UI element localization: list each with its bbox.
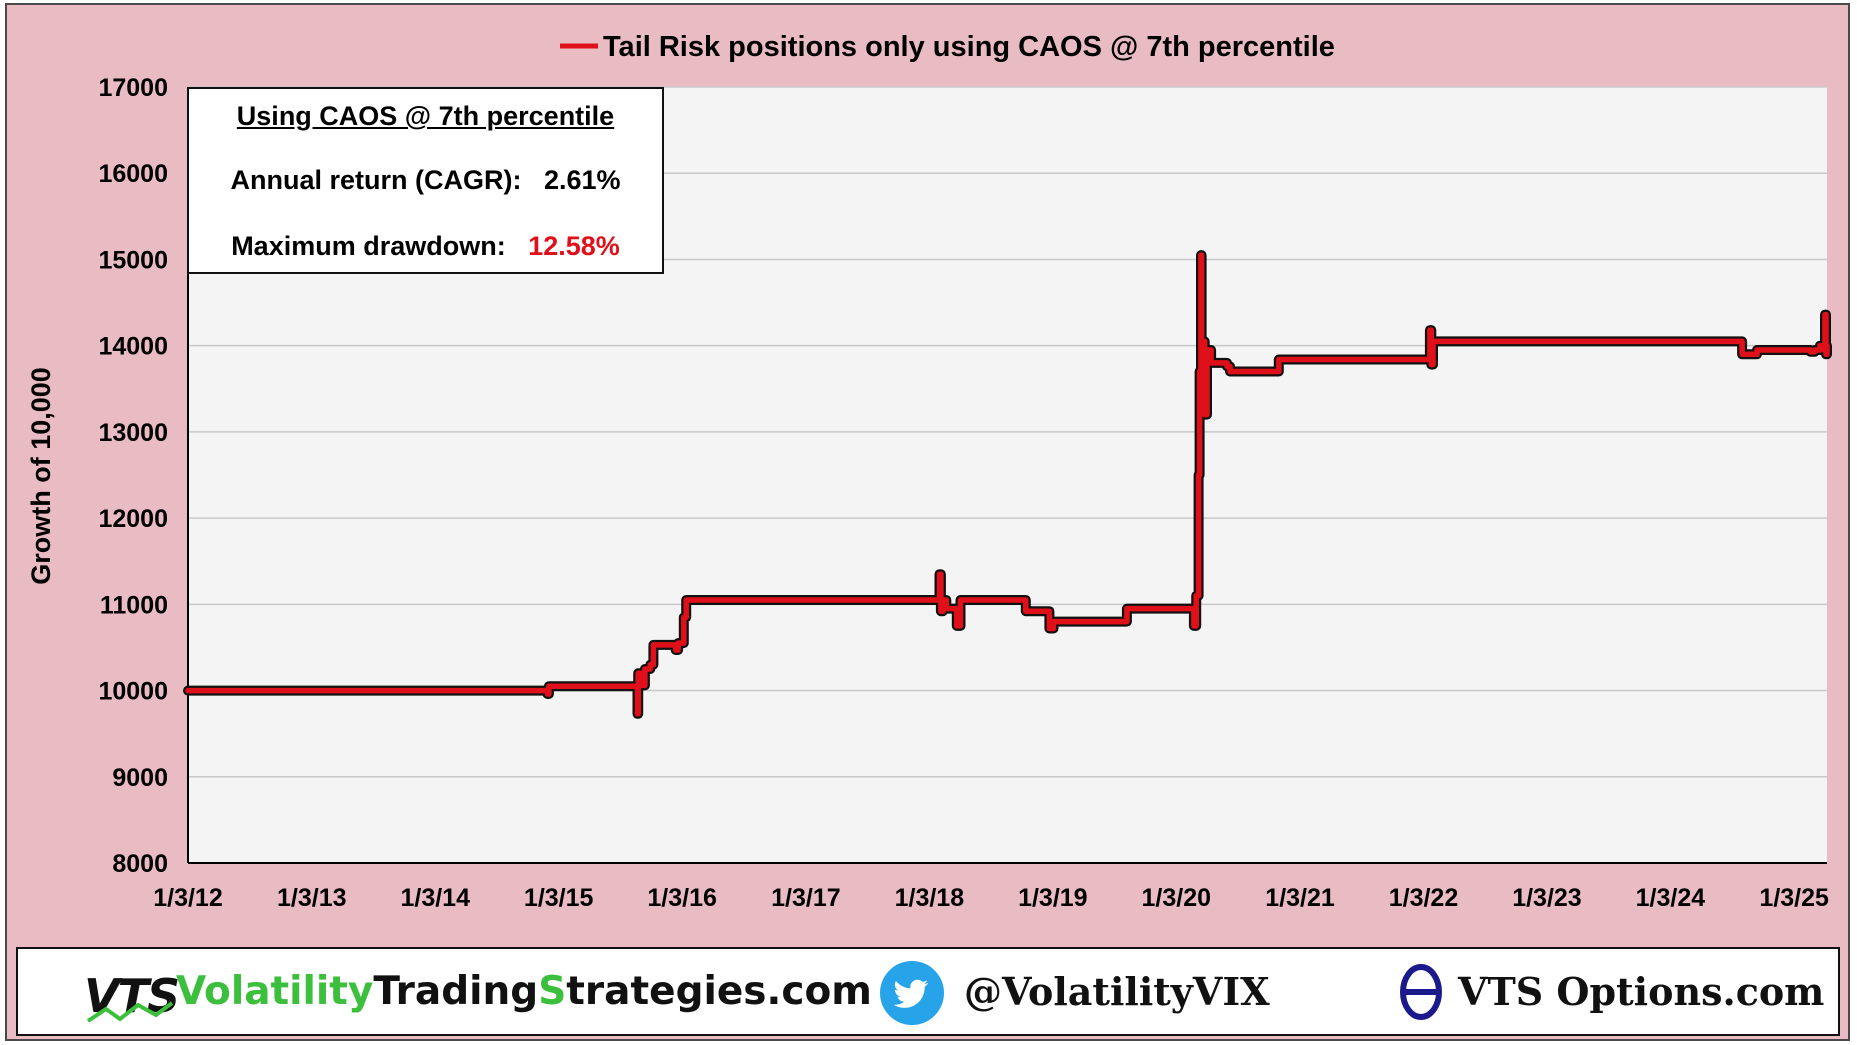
- series-line: [185, 252, 1830, 717]
- options-site-link[interactable]: VTS Options.com: [1458, 969, 1825, 1014]
- y-tick-label: 17000: [98, 74, 168, 102]
- y-tick-labels: 8000 9000 10000 11000 12000 13000 14000 15000 16…: [98, 74, 168, 878]
- y-tick-label: 16000: [98, 160, 168, 188]
- vts-logo-swoosh: [86, 1001, 174, 1023]
- drawdown-label: Maximum drawdown:: [231, 231, 506, 261]
- x-tick-label: 1/3/25: [1759, 884, 1829, 912]
- y-tick-label: 10000: [98, 678, 168, 706]
- twitter-bird-icon[interactable]: [880, 961, 944, 1025]
- x-tick-label: 1/3/24: [1636, 884, 1706, 912]
- y-tick-label: 11000: [100, 591, 168, 619]
- twitter-handle[interactable]: @VolatilityVIX: [964, 969, 1270, 1014]
- x-tick-label: 1/3/18: [895, 884, 965, 912]
- x-tick-label: 1/3/21: [1265, 884, 1335, 912]
- site-part-strategies-initial: S: [538, 969, 567, 1014]
- x-tick-label: 1/3/22: [1389, 884, 1459, 912]
- x-tick-label: 1/3/15: [524, 884, 594, 912]
- y-tick-label: 15000: [98, 246, 168, 274]
- legend-label: Tail Risk positions only using CAOS @ 7t…: [603, 31, 1335, 63]
- x-tick-label: 1/3/13: [277, 884, 347, 912]
- y-tick-label: 9000: [112, 764, 168, 792]
- x-tick-label: 1/3/14: [400, 884, 470, 912]
- site-link[interactable]: VolatilityTradingStrategies.com: [176, 969, 872, 1014]
- stats-title: Using CAOS @ 7th percentile: [236, 101, 615, 131]
- cagr-row: Annual return (CAGR): 2.61%: [189, 165, 662, 196]
- legend: Tail Risk positions only using CAOS @ 7t…: [560, 31, 1335, 63]
- series-layer: [183, 250, 1832, 719]
- x-tick-label: 1/3/20: [1142, 884, 1212, 912]
- cagr-label: Annual return (CAGR):: [230, 165, 522, 195]
- theta-icon: [1400, 964, 1442, 1020]
- x-tick-label: 1/3/19: [1018, 884, 1088, 912]
- drawdown-value: 12.58%: [528, 231, 620, 261]
- x-tick-label: 1/3/12: [153, 884, 223, 912]
- drawdown-row: Maximum drawdown: 12.58%: [189, 231, 662, 262]
- x-tick-label: 1/3/16: [647, 884, 717, 912]
- y-tick-label: 14000: [98, 333, 168, 361]
- stats-box: Using CAOS @ 7th percentile Annual retur…: [187, 87, 664, 274]
- site-part-volatility: Volatility: [176, 969, 374, 1014]
- site-part-strategies-rest: trategies.com: [566, 969, 872, 1014]
- y-tick-label: 13000: [98, 419, 168, 447]
- cagr-value: 2.61%: [543, 165, 621, 195]
- footer-bar: VTS VolatilityTradingStrategies.com @Vol…: [16, 947, 1840, 1036]
- x-tick-label: 1/3/17: [771, 884, 841, 912]
- y-tick-label: 12000: [98, 505, 168, 533]
- x-tick-label: 1/3/23: [1512, 884, 1582, 912]
- y-tick-label: 8000: [112, 850, 168, 878]
- site-part-trading: Trading: [373, 969, 539, 1014]
- x-tick-labels: 1/3/12 1/3/13 1/3/14 1/3/15 1/3/16 1/3/17 1/3/…: [153, 884, 1829, 912]
- y-axis-title: Growth of 10,000: [26, 367, 56, 585]
